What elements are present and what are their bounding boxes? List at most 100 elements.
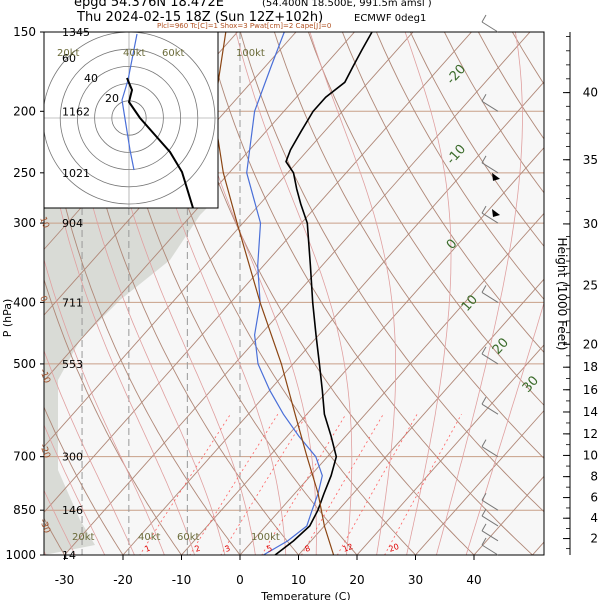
moist-adiabat	[44, 258, 165, 555]
mixing-ratio-label: 3	[224, 544, 232, 554]
dry-adiabat	[137, 32, 417, 555]
header-line1-small: (54.400N 18.500E, 991.5m amsl )	[262, 0, 432, 9]
wind-barb-staff	[481, 530, 499, 542]
flight-level-label: 1345	[62, 26, 90, 39]
height-tick-label: 30	[583, 217, 598, 231]
hodograph-trace-black	[126, 77, 194, 209]
wind-barb-staff	[481, 100, 499, 112]
hodograph-trace-blue	[121, 33, 138, 171]
wind-barb-flag	[481, 14, 487, 23]
dry-adiabat-label: 0	[37, 295, 48, 304]
x-tick-label: 0	[236, 573, 244, 587]
sounding-profiles	[213, 32, 373, 555]
dry-adiabat	[409, 32, 544, 247]
wind-barb-staff	[481, 515, 499, 527]
moist-adiabat	[61, 32, 226, 555]
moist-adiabat	[177, 32, 317, 555]
dry-adiabat	[171, 32, 475, 555]
hodograph-ring-label: 60	[62, 52, 76, 65]
height-tick-label: 18	[583, 360, 598, 374]
mixing-ratio-label: 12	[342, 542, 355, 554]
x-tick-label: 40	[466, 573, 481, 587]
wind-barb-flag	[481, 205, 487, 214]
speed-label-top: 20kt	[57, 48, 80, 59]
moist-adiabat	[435, 32, 523, 555]
height-tick-label: 14	[583, 405, 598, 419]
flight-level-label: 1021	[62, 167, 90, 180]
dry-adiabat	[273, 32, 544, 460]
height-tick-label: 10	[583, 448, 598, 462]
x-tick-label: -10	[172, 573, 192, 587]
hodograph-ring-label: 40	[84, 72, 98, 85]
dry-adiabat	[103, 32, 358, 555]
flight-level-label: 1162	[62, 105, 90, 118]
flight-level-label: 300	[62, 451, 83, 464]
x-tick-label: 10	[291, 573, 306, 587]
series-temperature	[274, 32, 373, 555]
wind-barb-flag	[481, 508, 487, 517]
header-line2-small: ECMWF 0deg1	[354, 13, 426, 24]
height-tick-label: 4	[590, 511, 598, 525]
moist-adiabat	[44, 423, 106, 555]
isotherm	[0, 13, 20, 568]
y-tick-label: 1000	[5, 548, 36, 562]
flight-level-label: 146	[62, 504, 83, 517]
wind-barbs	[481, 14, 500, 556]
moist-adiabat	[309, 32, 397, 555]
series-dewpoint	[246, 32, 323, 555]
y-tick-label: 300	[13, 216, 36, 230]
wind-barb-staff	[481, 212, 499, 224]
y-tick-label: 700	[13, 450, 36, 464]
wind-barb-staff	[481, 499, 499, 511]
y-tick-label: 850	[13, 503, 36, 517]
height-tick-label: 8	[590, 470, 598, 484]
wind-barb-staff	[481, 353, 499, 365]
moist-adiabat	[93, 32, 256, 555]
speed-label-top: 100kt	[236, 48, 265, 59]
mixing-ratio-label: 5	[266, 544, 274, 554]
y-tick-label: 500	[13, 357, 36, 371]
dry-adiabat	[205, 32, 534, 555]
wind-barb-flag	[481, 439, 487, 447]
x-axis-label: Temperature (C)	[260, 590, 350, 600]
dry-adiabat-label: -20	[37, 443, 52, 460]
wind-barb-flag	[481, 285, 487, 293]
y2-axis-label: Height (1000 Feet)	[555, 238, 569, 351]
height-tick-label: 12	[583, 427, 598, 441]
dry-adiabat-label: -30	[37, 518, 52, 535]
series-parcel	[213, 32, 335, 555]
wind-barb-flag	[481, 346, 487, 355]
dry-adiabat	[0, 13, 13, 569]
dry-adiabat	[69, 32, 300, 555]
height-tick-label: 20	[583, 337, 598, 351]
mixing-ratio-label: 2	[194, 544, 202, 554]
moist-adiabat	[404, 32, 452, 555]
wind-barb-pennant	[492, 172, 500, 181]
hodograph-ring-label: 20	[105, 92, 119, 105]
dry-adiabat	[307, 32, 544, 406]
height-tick-label: 35	[583, 153, 598, 167]
speed-label-bottom: 60kt	[177, 532, 200, 543]
isotherm	[63, 32, 531, 555]
y-tick-label: 250	[13, 166, 36, 180]
dry-adiabat	[341, 32, 544, 354]
mixing-ratio-line	[301, 413, 384, 555]
wind-barb-flag	[481, 537, 487, 546]
speed-label-bottom: 100kt	[251, 532, 280, 543]
plot-border	[43, 31, 545, 556]
isotherm	[122, 81, 544, 555]
wind-barb-flag	[481, 523, 487, 532]
flight-level-label: 553	[62, 358, 83, 371]
flight-level-label: 711	[62, 296, 83, 309]
header-line1: epgd 54.376N 18.472E	[74, 0, 224, 10]
moist-adiabat	[44, 489, 76, 555]
isotherm	[297, 278, 544, 555]
dry-adiabat	[44, 98, 241, 555]
moist-adiabat	[235, 32, 353, 555]
wind-barb-staff	[481, 21, 499, 33]
mixing-ratio-line	[261, 413, 347, 555]
dry-adiabat	[44, 406, 124, 555]
wind-barb-staff	[481, 446, 499, 458]
